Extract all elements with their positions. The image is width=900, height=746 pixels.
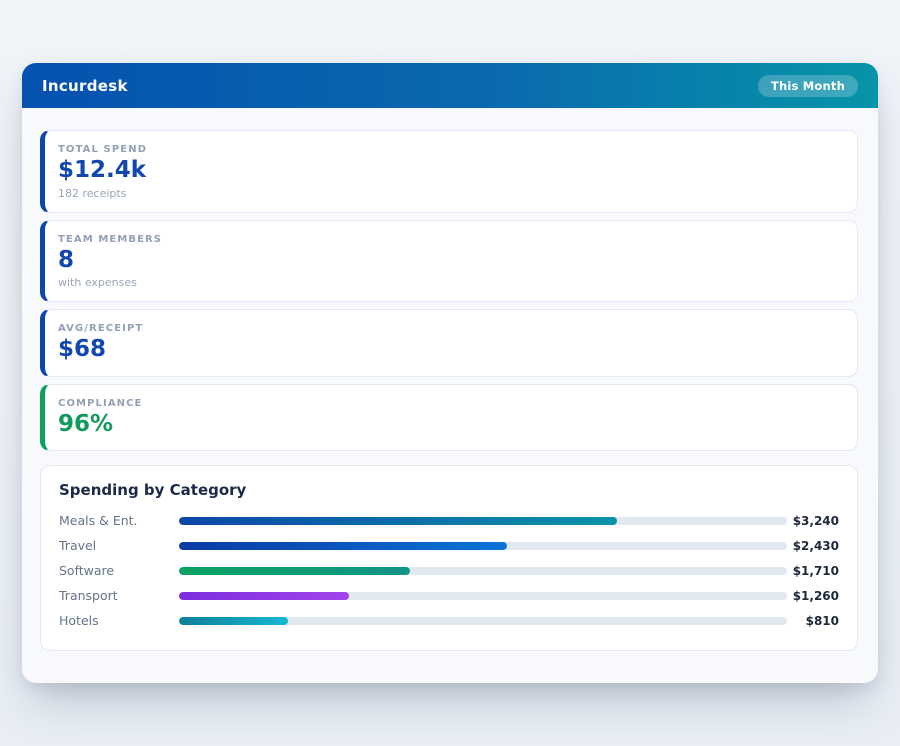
category-label: Meals & Ent.: [59, 513, 138, 529]
category-label: Travel: [59, 538, 97, 554]
bar-fill: [179, 616, 289, 625]
bar-track: [179, 616, 787, 625]
bar-track: [179, 566, 787, 575]
bar-track: [179, 591, 787, 600]
app-panel: Incurdesk This Month TOTAL SPEND $12.4k …: [22, 63, 878, 683]
stat-value: $68: [58, 336, 107, 363]
chart-title: Spending by Category: [59, 481, 247, 500]
bar-fill: [179, 541, 508, 550]
category-value: $1,260: [792, 588, 839, 603]
stat-label: TEAM MEMBERS: [58, 233, 163, 245]
category-row: Travel $2,430: [59, 533, 839, 558]
category-row: Software $1,710: [59, 558, 839, 583]
category-row: Meals & Ent. $3,240: [59, 508, 839, 533]
stat-label: TOTAL SPEND: [58, 144, 148, 155]
category-label: Software: [59, 563, 115, 579]
stat-card-avg-receipt: AVG/RECEIPT $68: [40, 309, 858, 377]
stat-value: 8: [58, 246, 75, 273]
app-header: Incurdesk This Month: [22, 63, 878, 108]
stat-subtext: 182 receipts: [58, 186, 127, 200]
panel-body: TOTAL SPEND $12.4k 182 receipts TEAM MEM…: [22, 108, 878, 675]
category-value: $2,430: [792, 538, 839, 553]
spending-by-category-card: Spending by Category Meals & Ent. $3,240 T…: [40, 465, 858, 652]
category-row: Hotels $810: [59, 608, 839, 633]
stat-card-total-spend: TOTAL SPEND $12.4k 182 receipts: [40, 130, 858, 213]
category-value: $1,710: [792, 563, 839, 578]
stat-card-team-members: TEAM MEMBERS 8 with expenses: [40, 219, 858, 303]
bar-track: [179, 541, 787, 550]
period-badge[interactable]: This Month: [757, 74, 858, 97]
bar-fill: [179, 591, 350, 600]
bar-fill: [179, 516, 617, 525]
stat-subtext: with expenses: [58, 276, 137, 290]
stat-card-compliance: COMPLIANCE 96%: [40, 383, 858, 452]
category-bar-list: Meals & Ent. $3,240 Travel $2,430 Software $1…: [59, 508, 839, 633]
category-value: $810: [805, 613, 839, 628]
app-title: Incurdesk: [42, 76, 128, 95]
category-value: $3,240: [792, 513, 839, 528]
bar-track: [179, 516, 787, 525]
stat-label: COMPLIANCE: [58, 397, 143, 409]
bar-fill: [179, 566, 411, 575]
category-label: Transport: [59, 588, 118, 604]
stat-label: AVG/RECEIPT: [58, 323, 144, 335]
stat-value: 96%: [58, 410, 114, 437]
stat-value: $12.4k: [58, 157, 147, 183]
category-label: Hotels: [59, 613, 99, 629]
category-row: Transport $1,260: [59, 583, 839, 608]
